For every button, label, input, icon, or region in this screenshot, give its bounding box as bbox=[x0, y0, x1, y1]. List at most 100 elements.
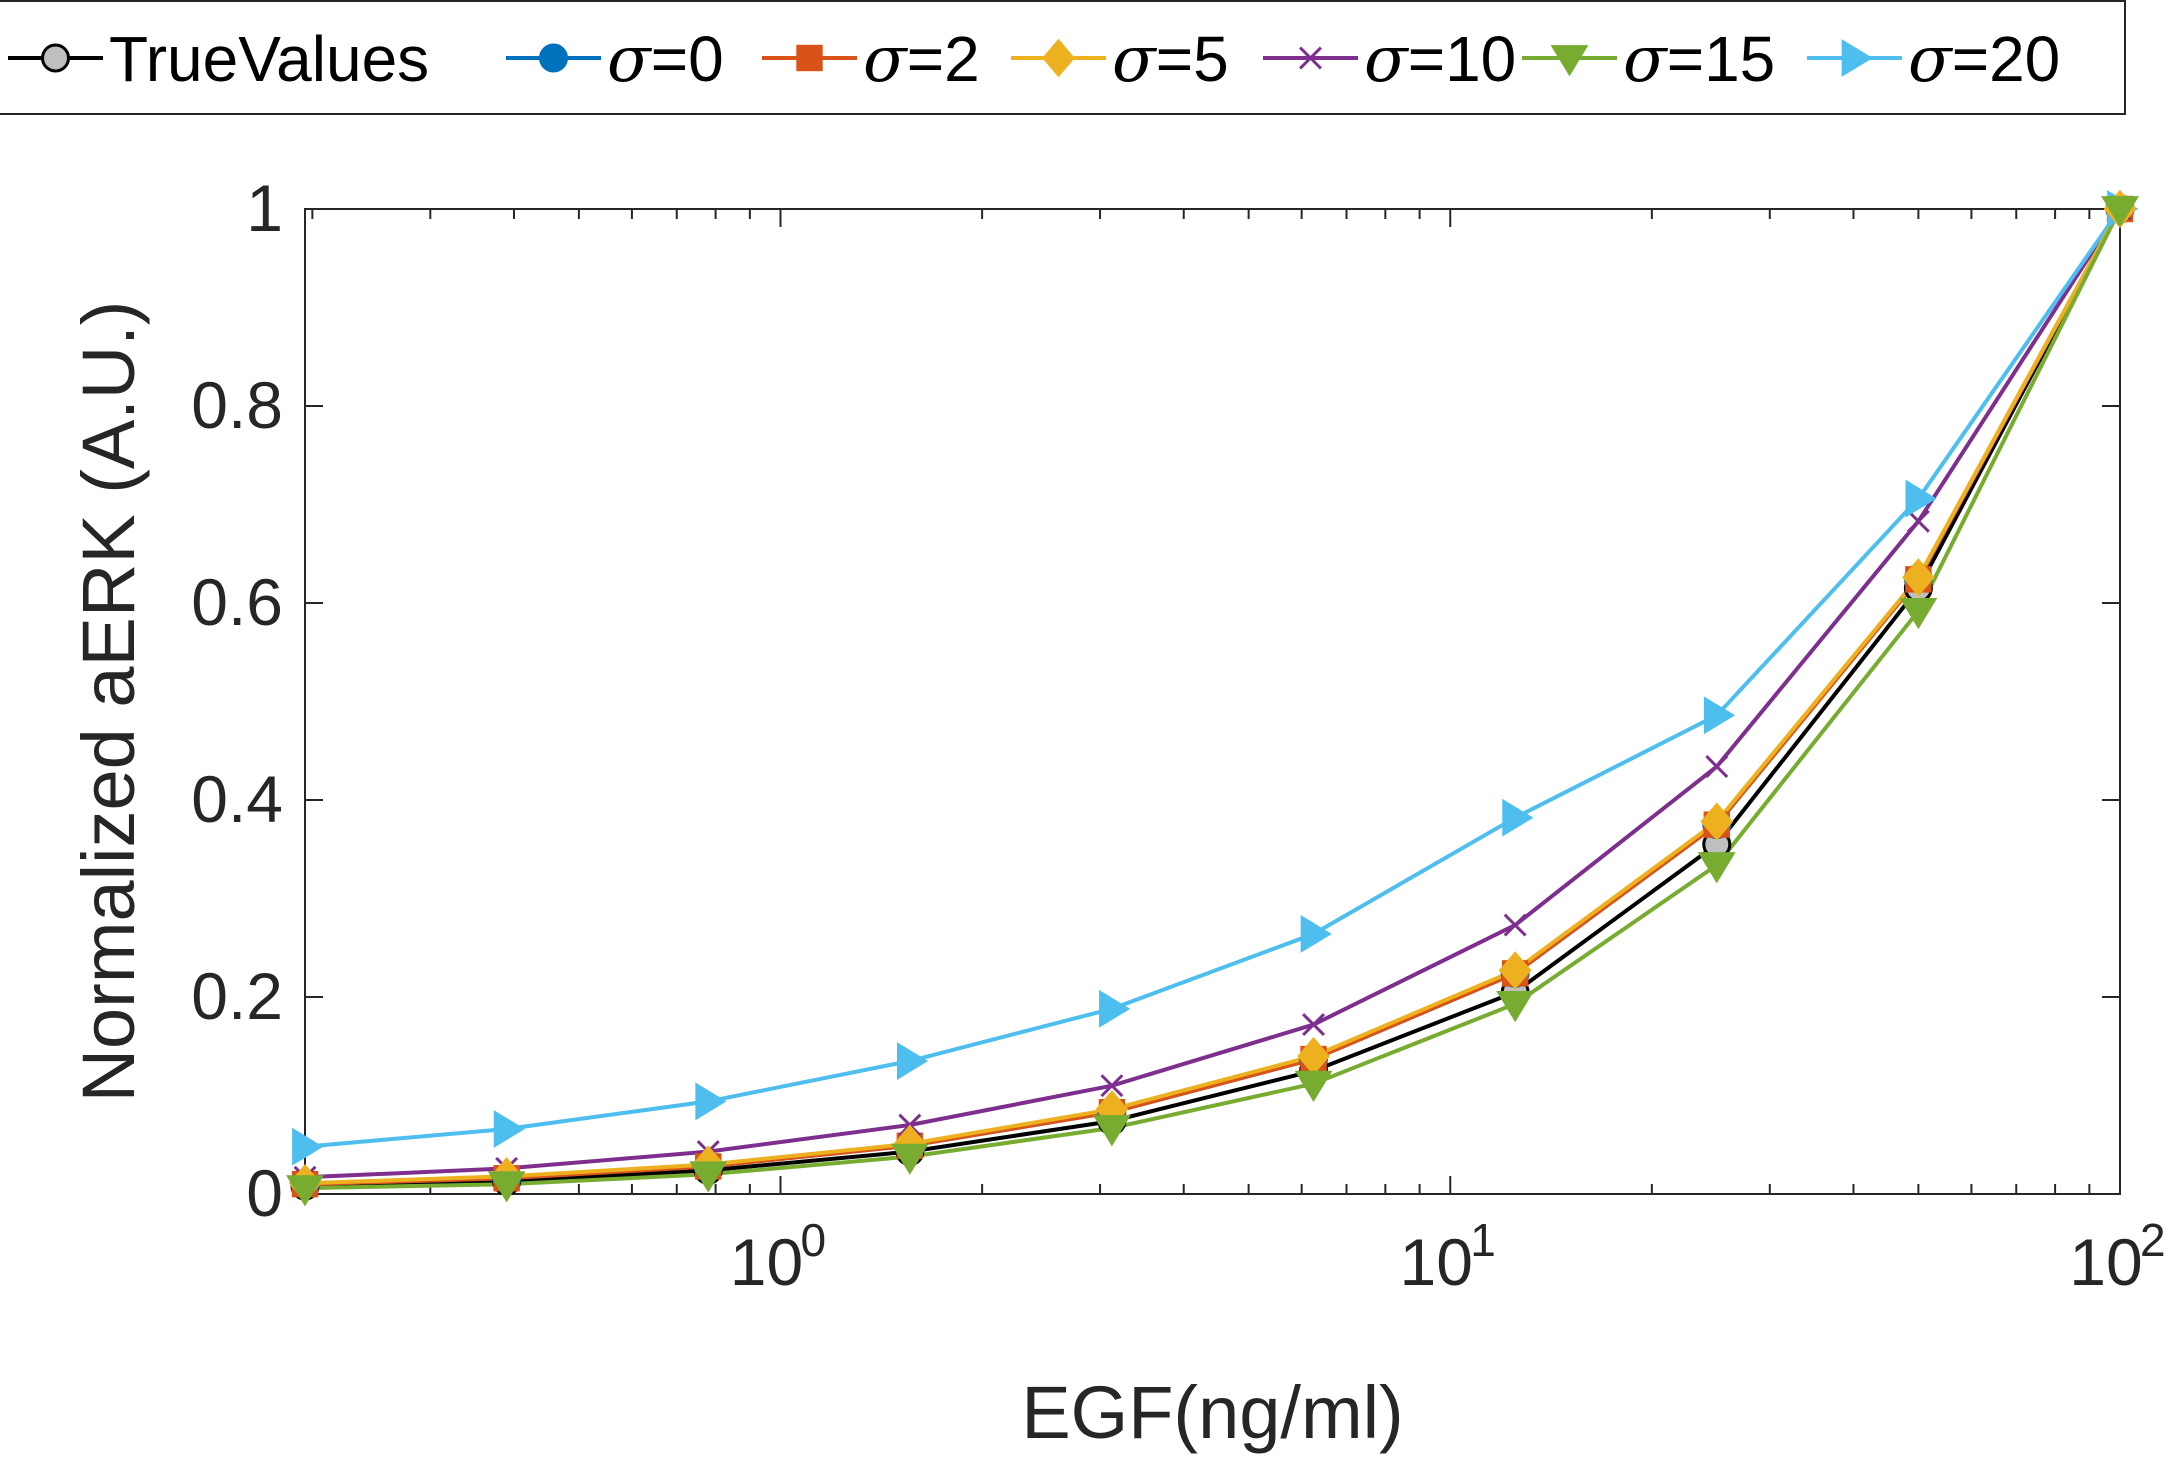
marker-stroke bbox=[1906, 509, 1930, 533]
series-markers bbox=[286, 189, 2139, 1207]
data-point bbox=[487, 1171, 526, 1203]
series-line-group bbox=[304, 207, 2122, 1149]
legend-entry: σ=2 bbox=[762, 23, 980, 97]
series-line bbox=[304, 208, 2122, 1189]
marker-stroke bbox=[1705, 755, 1729, 778]
legend-label: σ=20 bbox=[1908, 23, 2060, 97]
legend-value: =10 bbox=[1408, 23, 1517, 95]
data-point bbox=[1496, 991, 1535, 1023]
legend-label: TrueValues bbox=[109, 23, 429, 95]
legend-marker bbox=[1841, 39, 1873, 77]
x-tick-label: 102 bbox=[2069, 1214, 2165, 1299]
legend-label: σ=0 bbox=[607, 23, 724, 97]
data-point bbox=[1697, 852, 1736, 884]
data-point bbox=[1300, 915, 1332, 953]
x-tick-base: 10 bbox=[1400, 1225, 1473, 1299]
data-point bbox=[1503, 913, 1527, 937]
x-tick-label: 100 bbox=[730, 1214, 826, 1299]
y-tick-label: 0.4 bbox=[191, 762, 283, 836]
legend-sigma: σ bbox=[863, 23, 909, 97]
series-line-group bbox=[304, 208, 2122, 1189]
legend-value: =0 bbox=[651, 23, 724, 95]
data-point bbox=[1302, 1013, 1326, 1037]
legend-entry: σ=10 bbox=[1263, 23, 1516, 97]
legend-entry: σ=20 bbox=[1807, 23, 2060, 97]
series-line bbox=[304, 208, 2122, 1191]
legend-sigma: σ bbox=[1112, 23, 1158, 97]
y-tick-label: 1 bbox=[246, 171, 283, 245]
data-point bbox=[1899, 598, 1938, 630]
x-tick-exponent: 1 bbox=[1470, 1214, 1496, 1266]
y-tick-label: 0 bbox=[246, 1156, 283, 1230]
data-point bbox=[1100, 1074, 1124, 1098]
x-tick-base: 10 bbox=[2069, 1225, 2142, 1299]
data-point bbox=[890, 1143, 929, 1175]
legend: TrueValues σ=0 σ=2 σ=5 σ=10 σ=15 σ=20 bbox=[0, 0, 2126, 115]
series-line-group bbox=[304, 208, 2122, 1191]
data-point bbox=[1502, 798, 1534, 837]
data-point bbox=[1093, 1115, 1131, 1147]
series-lines bbox=[304, 207, 2122, 1191]
y-tick-label: 0.8 bbox=[191, 368, 283, 442]
legend-entry: σ=15 bbox=[1522, 23, 1775, 97]
series-line-group bbox=[304, 208, 2122, 1186]
data-point bbox=[695, 1082, 727, 1121]
data-point bbox=[2101, 196, 2139, 228]
x-tick-exponent: 2 bbox=[2140, 1214, 2166, 1266]
y-axis-title: Normalized aERK (A.U.) bbox=[67, 301, 150, 1103]
legend-value: TrueValues bbox=[109, 23, 429, 95]
legend-sigma: σ bbox=[1908, 23, 1954, 97]
legend-label: σ=10 bbox=[1364, 23, 1516, 97]
legend-sigma: σ bbox=[1364, 23, 1410, 97]
data-point bbox=[292, 1127, 324, 1166]
data-point bbox=[493, 1110, 525, 1148]
legend-marker bbox=[1550, 45, 1589, 77]
legend-label: σ=5 bbox=[1112, 23, 1229, 97]
data-point bbox=[286, 1175, 324, 1207]
y-tick-label: 0.2 bbox=[191, 959, 283, 1033]
data-point bbox=[1498, 951, 1532, 990]
legend-marker bbox=[539, 43, 568, 73]
marker-stroke bbox=[1299, 46, 1322, 70]
legend-label: σ=15 bbox=[1623, 23, 1775, 97]
data-point bbox=[1703, 696, 1736, 735]
legend-marker bbox=[41, 43, 70, 73]
legend-label: σ=2 bbox=[863, 23, 980, 97]
legend-sigma: σ bbox=[1623, 23, 1669, 97]
y-tick-label: 0.6 bbox=[191, 565, 283, 639]
series-line-group bbox=[304, 207, 2122, 1180]
marker-stroke bbox=[1302, 1013, 1326, 1037]
marker-stroke bbox=[1100, 1074, 1124, 1098]
series-line bbox=[304, 207, 2122, 1149]
legend-value: =5 bbox=[1156, 23, 1229, 95]
data-point bbox=[1700, 802, 1734, 841]
data-point bbox=[1099, 989, 1131, 1028]
legend-entry: σ=5 bbox=[1011, 23, 1229, 97]
x-tick-label: 101 bbox=[1400, 1214, 1496, 1299]
plot-area bbox=[286, 189, 2139, 1207]
legend-entry: TrueValues bbox=[8, 23, 429, 95]
legend-sigma: σ bbox=[607, 23, 653, 97]
legend-value: =20 bbox=[1952, 23, 2061, 95]
data-point bbox=[689, 1161, 728, 1193]
data-point bbox=[1705, 755, 1729, 778]
series-marker-group bbox=[286, 196, 2139, 1207]
data-point bbox=[896, 1042, 929, 1080]
legend-entry: σ=0 bbox=[506, 23, 724, 97]
legend-value: =2 bbox=[907, 23, 980, 95]
x-tick-base: 10 bbox=[730, 1225, 803, 1299]
data-point bbox=[1902, 558, 1935, 597]
series-line bbox=[304, 207, 2122, 1180]
data-point bbox=[1905, 479, 1937, 518]
series-line bbox=[304, 208, 2122, 1186]
legend-marker bbox=[1299, 46, 1322, 70]
legend-marker bbox=[1042, 38, 1075, 78]
data-point bbox=[1294, 1070, 1333, 1103]
marker-stroke bbox=[1503, 913, 1527, 937]
legend-marker bbox=[796, 44, 823, 72]
legend-value: =15 bbox=[1667, 23, 1776, 95]
x-axis-title: EGF(ng/ml) bbox=[1021, 1371, 1403, 1454]
x-tick-exponent: 0 bbox=[800, 1214, 826, 1266]
